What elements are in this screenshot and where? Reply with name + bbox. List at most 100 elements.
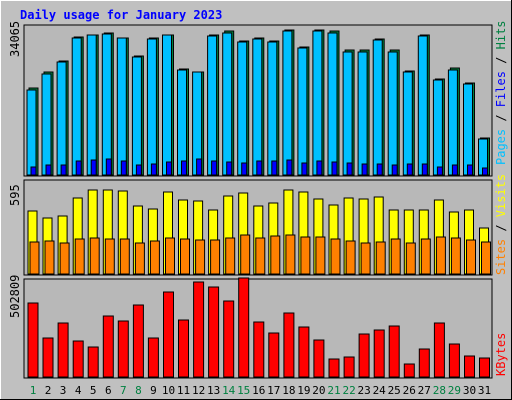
bar-sites [345,240,356,275]
bar-pages [166,161,172,176]
bar-kbytes [193,281,205,378]
bar-sites [74,238,85,275]
x-tick-label: 5 [90,384,97,397]
bar-pages [436,166,443,176]
x-tick-label: 17 [267,384,280,397]
x-tick-label: 14 [222,384,236,397]
bar-kbytes [448,343,460,378]
x-tick-label: 9 [150,384,157,397]
bar-files [297,47,308,176]
bar-pages [421,163,428,176]
x-tick-label: 16 [252,384,265,397]
bar-pages [286,159,293,176]
svg-text:Pages / Files / Hits: Pages / Files / Hits [494,20,508,165]
bar-files [447,69,458,176]
bar-kbytes [178,319,189,378]
bar-files [387,51,398,176]
bar-kbytes [388,325,400,378]
bar-files [463,83,473,176]
bar-files [177,69,187,176]
bar-sites [420,238,431,275]
bar-kbytes [479,357,490,378]
bar-kbytes [57,322,69,378]
bar-pages [226,161,233,176]
bar-sites [285,234,296,275]
bar-kbytes [328,358,340,378]
bar-kbytes [268,332,280,378]
x-tick-label: 30 [463,384,476,397]
bar-files [86,34,97,176]
bar-kbytes [117,320,129,378]
bar-files [252,38,263,176]
bar-files [372,39,383,176]
bar-sites [390,238,401,275]
bar-files [146,38,157,176]
x-tick-label: 6 [105,384,112,397]
x-tick-label: 29 [448,384,461,397]
bar-kbytes [298,326,310,378]
bar-pages [406,163,413,176]
bar-files [282,30,293,176]
bar-kbytes [238,277,250,378]
bar-pages [256,160,263,176]
bar-sites [450,237,461,275]
bar-kbytes [403,363,415,378]
bar-files [101,33,112,176]
bar-sites [300,236,311,275]
bar-pages [316,160,323,176]
x-tick-label: 2 [45,384,52,397]
bar-sites [255,237,266,275]
bar-sites [240,234,251,275]
x-tick-label: 10 [162,384,175,397]
bar-pages [331,161,338,176]
bar-kbytes [433,322,445,378]
bar-files [237,41,248,176]
x-tick-label: 11 [177,384,190,397]
x-tick-label: 31 [478,384,491,397]
bar-kbytes [253,321,265,378]
bar-pages [376,163,383,176]
bar-pages [181,160,187,176]
bar-sites [481,241,491,275]
bar-sites [360,242,371,275]
bar-kbytes [373,329,385,378]
bar-sites [104,238,115,275]
bar-pages [467,164,473,176]
bar-files [26,89,37,176]
x-tick-label: 12 [192,384,205,397]
x-tick-label: 23 [357,384,370,397]
bar-sites [119,238,130,275]
bar-sites [89,237,100,275]
bar-pages [391,164,398,176]
x-tick-label: 27 [418,384,431,397]
bar-sites [315,236,326,275]
bar-files [432,79,443,176]
bar-pages [361,163,368,176]
x-tick-label: 3 [60,384,67,397]
bar-sites [134,242,145,275]
bar-files [41,73,52,176]
bar-kbytes [223,300,235,378]
bar-pages [30,166,37,176]
bar-files [56,61,67,176]
bar-kbytes [102,315,114,378]
hits-max-label: 34065 [8,21,22,57]
x-tick-label: 24 [373,384,387,397]
x-tick-label: 25 [388,384,401,397]
chart-title: Daily usage for January 2023 [20,8,222,22]
x-tick-label: 19 [297,384,310,397]
bar-sites [466,239,476,275]
x-tick-label: 8 [135,384,142,397]
x-tick-label: 22 [342,384,355,397]
legend-visits: Visits [494,174,508,217]
bar-files [162,34,172,176]
bar-files [342,51,353,176]
bar-pages [211,160,218,176]
bar-kbytes [72,340,84,378]
bar-kbytes [283,312,295,378]
legend-kbytes: KBytes [494,333,508,376]
bar-sites [375,241,386,275]
bar-pages [346,162,353,176]
bar-kbytes [464,355,475,378]
